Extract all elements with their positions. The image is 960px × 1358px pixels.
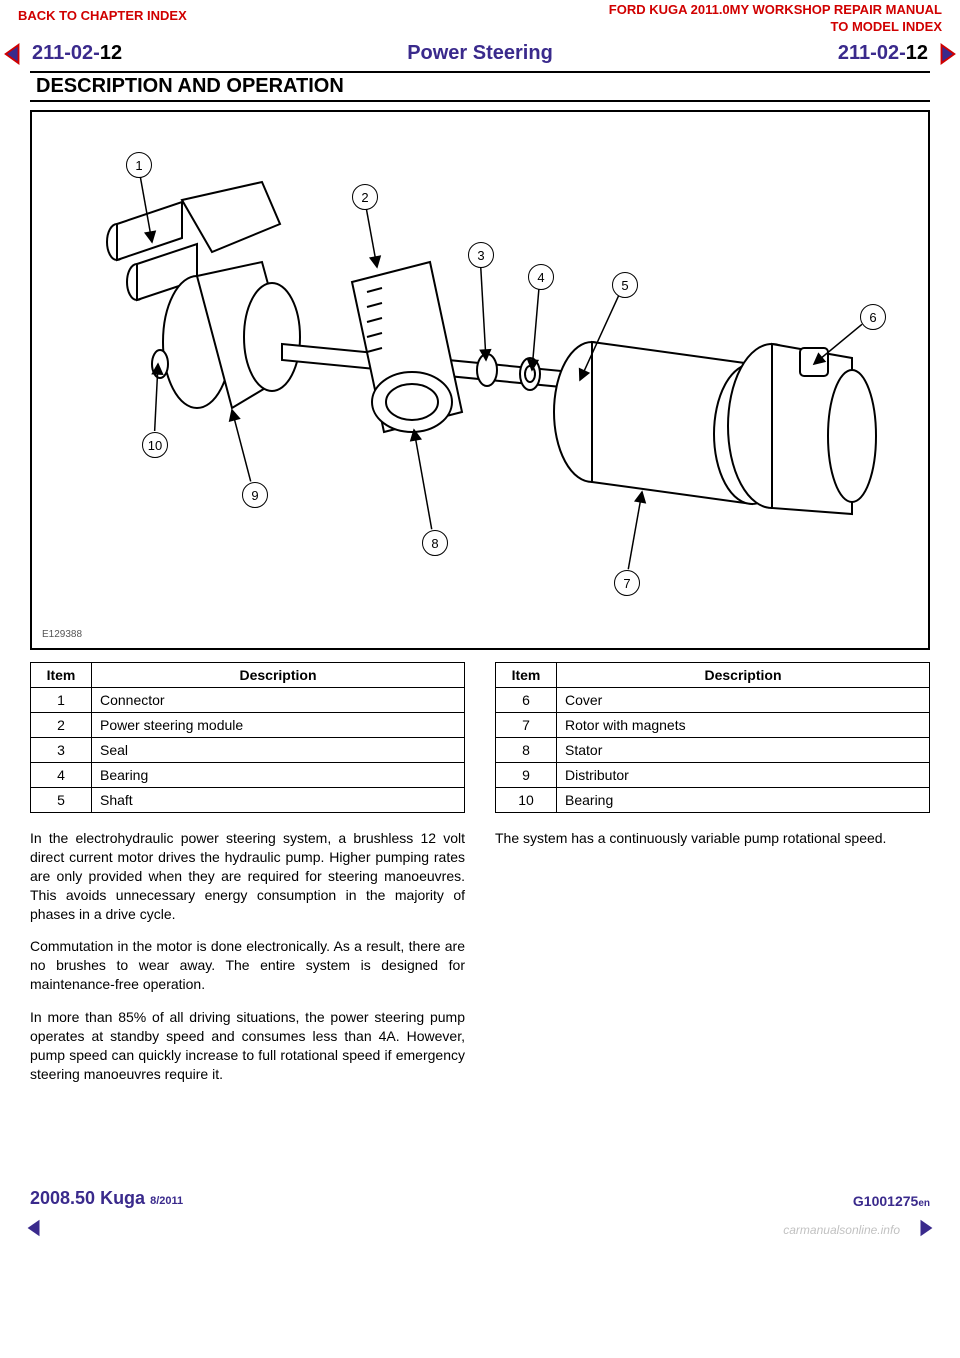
body-right-col: The system has a continuously variable p… [495, 829, 930, 1098]
table-row: 1Connector [31, 688, 465, 713]
parts-table-right: Item Description 6Cover7Rotor with magne… [495, 662, 930, 813]
section-code-suffix-r: 12 [906, 42, 928, 64]
callout-6: 6 [860, 304, 886, 330]
top-strip: BACK TO CHAPTER INDEX FORD KUGA 2011.0MY… [0, 0, 960, 38]
table-row: 5Shaft [31, 788, 465, 813]
item-number: 9 [496, 763, 557, 788]
item-description: Bearing [557, 788, 930, 813]
parts-tables: Item Description 1Connector2Power steeri… [30, 662, 930, 813]
table-row: 10Bearing [496, 788, 930, 813]
section-code-suffix: 12 [100, 42, 122, 64]
back-to-chapter-link[interactable]: BACK TO CHAPTER INDEX [18, 8, 187, 23]
item-number: 10 [496, 788, 557, 813]
col-item: Item [496, 663, 557, 688]
breadcrumb: 211-02-12 Power Steering 211-02-12 [30, 38, 930, 67]
exploded-view-figure: 1 2 3 4 5 6 7 8 9 10 E129388 [30, 110, 930, 650]
item-description: Shaft [92, 788, 465, 813]
body-paragraph: In more than 85% of all driving situatio… [30, 1008, 465, 1084]
item-description: Seal [92, 738, 465, 763]
page-footer: 2008.50 Kuga 8/2011 G1001275en [30, 1188, 930, 1217]
table-row: 3Seal [31, 738, 465, 763]
footer-prev-arrow-icon[interactable] [22, 1217, 46, 1239]
callout-7: 7 [614, 570, 640, 596]
item-description: Rotor with magnets [557, 713, 930, 738]
item-description: Connector [92, 688, 465, 713]
exploded-view-svg [32, 112, 928, 648]
callout-10: 10 [142, 432, 168, 458]
footer-doc-code-lang: en [918, 1198, 930, 1209]
table-row: 8Stator [496, 738, 930, 763]
item-description: Cover [557, 688, 930, 713]
col-item: Item [31, 663, 92, 688]
section-code-left: 211-02-12 [32, 42, 122, 65]
section-code-right: 211-02-12 [838, 42, 928, 65]
body-paragraph: In the electrohydraulic power steering s… [30, 829, 465, 923]
item-description: Distributor [557, 763, 930, 788]
item-number: 6 [496, 688, 557, 713]
item-description: Stator [557, 738, 930, 763]
table-row: 2Power steering module [31, 713, 465, 738]
section-code-prefix: 211-02- [32, 42, 100, 64]
item-number: 5 [31, 788, 92, 813]
callout-8: 8 [422, 530, 448, 556]
callout-4: 4 [528, 264, 554, 290]
manual-title-link[interactable]: FORD KUGA 2011.0MY WORKSHOP REPAIR MANUA… [609, 2, 942, 17]
body-left-col: In the electrohydraulic power steering s… [30, 829, 465, 1098]
item-description: Power steering module [92, 713, 465, 738]
footer-model-date: 8/2011 [150, 1195, 183, 1207]
callout-1: 1 [126, 152, 152, 178]
callout-9: 9 [242, 482, 268, 508]
watermark: carmanualsonline.info [783, 1223, 900, 1237]
item-description: Bearing [92, 763, 465, 788]
to-model-index-link[interactable]: TO MODEL INDEX [831, 19, 942, 34]
parts-table-left: Item Description 1Connector2Power steeri… [30, 662, 465, 813]
table-row: 7Rotor with magnets [496, 713, 930, 738]
item-number: 7 [496, 713, 557, 738]
page-frame: 211-02-12 Power Steering 211-02-12 DESCR… [30, 38, 930, 1217]
callout-5: 5 [612, 272, 638, 298]
table-row: 9Distributor [496, 763, 930, 788]
col-desc: Description [557, 663, 930, 688]
footer-model: 2008.50 Kuga 8/2011 [30, 1188, 183, 1209]
callout-3: 3 [468, 242, 494, 268]
table-row: 4Bearing [31, 763, 465, 788]
footer-nav: carmanualsonline.info [30, 1217, 930, 1243]
prev-page-arrow-icon[interactable] [2, 42, 24, 66]
body-text: In the electrohydraulic power steering s… [30, 829, 930, 1098]
item-number: 8 [496, 738, 557, 763]
callout-2: 2 [352, 184, 378, 210]
section-title: Power Steering [122, 42, 838, 65]
col-desc: Description [92, 663, 465, 688]
item-number: 3 [31, 738, 92, 763]
footer-model-text: 2008.50 Kuga [30, 1188, 145, 1208]
footer-doc-code-text: G1001275 [853, 1193, 918, 1209]
item-number: 1 [31, 688, 92, 713]
table-row: 6Cover [496, 688, 930, 713]
footer-next-arrow-icon[interactable] [914, 1217, 938, 1239]
figure-code: E129388 [42, 629, 82, 640]
next-page-arrow-icon[interactable] [936, 42, 958, 66]
body-paragraph: Commutation in the motor is done electro… [30, 937, 465, 994]
section-code-prefix-r: 211-02- [838, 42, 906, 64]
page-heading: DESCRIPTION AND OPERATION [30, 71, 930, 102]
footer-doc-code: G1001275en [853, 1193, 930, 1209]
body-paragraph: The system has a continuously variable p… [495, 829, 930, 848]
item-number: 4 [31, 763, 92, 788]
item-number: 2 [31, 713, 92, 738]
